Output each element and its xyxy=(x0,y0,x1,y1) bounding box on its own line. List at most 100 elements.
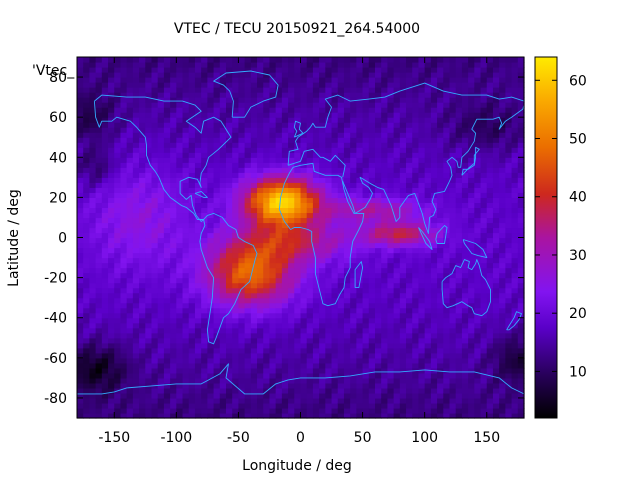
heatmap-cell xyxy=(257,402,264,409)
heatmap-cell xyxy=(139,167,146,173)
heatmap-cell xyxy=(381,182,389,188)
heatmap-cell xyxy=(461,327,469,334)
heatmap-cell xyxy=(306,107,314,113)
heatmap-cell xyxy=(77,197,84,203)
heatmap-cell xyxy=(269,387,277,394)
heatmap-cell xyxy=(108,237,115,244)
heatmap-cell xyxy=(157,342,165,349)
heatmap-cell xyxy=(362,102,370,108)
heatmap-cell xyxy=(257,357,264,364)
heatmap-cell xyxy=(412,382,420,389)
heatmap-cell xyxy=(350,172,357,178)
heatmap-cell xyxy=(108,262,115,269)
heatmap-cell xyxy=(430,312,438,319)
heatmap-cell xyxy=(449,322,457,329)
heatmap-cell xyxy=(238,232,246,239)
heatmap-cell xyxy=(101,367,109,374)
heatmap-cell xyxy=(151,142,159,148)
heatmap-cell xyxy=(114,217,122,224)
heatmap-cell xyxy=(362,207,370,214)
heatmap-cell xyxy=(461,82,469,88)
heatmap-cell xyxy=(219,287,227,294)
heatmap-cell xyxy=(238,367,246,374)
heatmap-cell xyxy=(163,297,171,304)
heatmap-cell xyxy=(406,207,413,214)
heatmap-cell xyxy=(244,392,252,399)
heatmap-cell xyxy=(499,392,506,399)
heatmap-cell xyxy=(83,107,91,113)
heatmap-cell xyxy=(399,82,407,88)
heatmap-cell xyxy=(492,122,500,128)
heatmap-cell xyxy=(126,222,134,229)
heatmap-cell xyxy=(244,327,252,334)
heatmap-cell xyxy=(350,342,357,349)
heatmap-cell xyxy=(449,92,457,98)
heatmap-cell xyxy=(126,347,134,354)
heatmap-cell xyxy=(95,82,103,88)
heatmap-cell xyxy=(325,407,333,414)
heatmap-cell xyxy=(257,342,264,349)
heatmap-cell xyxy=(194,172,202,178)
heatmap-cell xyxy=(275,292,283,299)
heatmap-cell xyxy=(474,387,482,394)
heatmap-cell xyxy=(120,192,128,198)
heatmap-cell xyxy=(412,122,420,128)
heatmap-cell xyxy=(232,72,240,78)
heatmap-cell xyxy=(362,287,370,294)
heatmap-cell xyxy=(232,67,240,73)
heatmap-cell xyxy=(443,127,451,133)
heatmap-cell xyxy=(114,122,122,128)
heatmap-cell xyxy=(89,72,97,78)
heatmap-cell xyxy=(213,392,221,399)
heatmap-cell xyxy=(492,327,500,334)
heatmap-cell xyxy=(430,262,438,269)
heatmap-cell xyxy=(170,302,177,309)
heatmap-cell xyxy=(145,247,153,254)
heatmap-cell xyxy=(399,122,407,128)
heatmap-cell xyxy=(132,287,140,294)
heatmap-cell xyxy=(437,337,444,344)
heatmap-cell xyxy=(145,237,153,244)
heatmap-cell xyxy=(139,122,146,128)
heatmap-cell xyxy=(226,222,233,229)
heatmap-cell xyxy=(449,197,457,203)
heatmap-cell xyxy=(201,67,208,73)
heatmap-cell xyxy=(331,272,339,279)
heatmap-cell xyxy=(101,227,109,234)
heatmap-cell xyxy=(83,72,91,78)
heatmap-cell xyxy=(120,87,128,93)
heatmap-cell xyxy=(468,217,475,224)
heatmap-cell xyxy=(151,107,159,113)
heatmap-cell xyxy=(232,372,240,379)
heatmap-cell xyxy=(263,292,271,299)
heatmap-cell xyxy=(455,342,463,349)
heatmap-cell xyxy=(157,87,165,93)
heatmap-cell xyxy=(170,297,177,304)
heatmap-cell xyxy=(219,267,227,274)
heatmap-cell xyxy=(219,152,227,158)
heatmap-cell xyxy=(499,207,506,214)
heatmap-cell xyxy=(244,72,252,78)
heatmap-cell xyxy=(226,147,233,153)
heatmap-cell xyxy=(170,377,177,384)
heatmap-cell xyxy=(269,162,277,168)
heatmap-cell xyxy=(449,102,457,108)
heatmap-cell xyxy=(424,77,432,83)
heatmap-cell xyxy=(257,77,264,83)
heatmap-cell xyxy=(300,187,308,193)
heatmap-cell xyxy=(275,317,283,324)
heatmap-cell xyxy=(381,322,389,329)
heatmap-cell xyxy=(300,367,308,374)
heatmap-cell xyxy=(480,387,488,394)
heatmap-cell xyxy=(406,227,413,234)
heatmap-cell xyxy=(461,302,469,309)
heatmap-cell xyxy=(375,347,382,354)
heatmap-cell xyxy=(201,92,208,98)
heatmap-cell xyxy=(176,232,184,239)
heatmap-cell xyxy=(263,322,271,329)
heatmap-cell xyxy=(244,267,252,274)
heatmap-cell xyxy=(424,62,432,68)
heatmap-cell xyxy=(269,97,277,103)
heatmap-cell xyxy=(486,192,494,198)
heatmap-cell xyxy=(83,142,91,148)
